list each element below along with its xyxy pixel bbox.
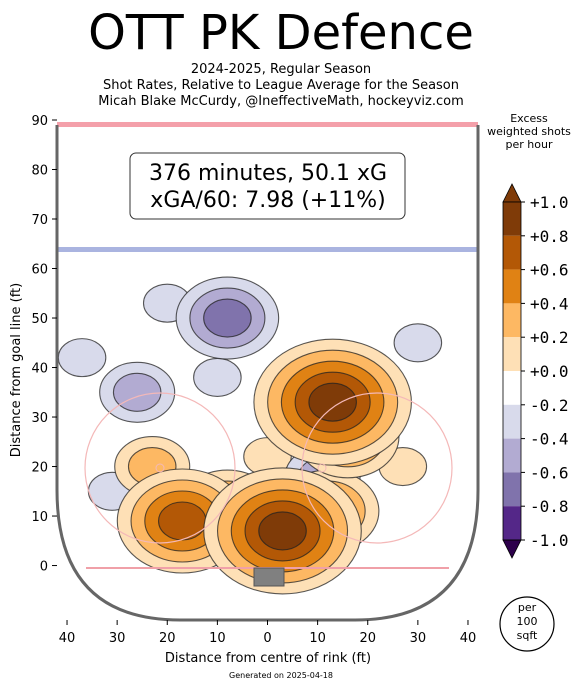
right-faceoff-circle	[301, 392, 453, 544]
unit-badge-line: per	[518, 601, 537, 614]
unit-badge-line: 100	[517, 615, 538, 628]
colorbar-label-line: weighted shots	[487, 125, 571, 138]
colorbar-segment	[503, 472, 521, 507]
unit-badge-line: sqft	[517, 629, 538, 642]
y-tick-label: 0	[40, 560, 48, 575]
y-tick-label: 20	[31, 461, 48, 476]
colorbar-tick-label: -0.6	[530, 463, 569, 482]
colorbar-segment	[503, 269, 521, 304]
colorbar-tick-label: -0.4	[530, 430, 569, 449]
colorbar-tick-label: -0.8	[530, 497, 569, 516]
y-tick-label: 10	[31, 510, 48, 525]
colorbar-tick-label: -1.0	[530, 531, 569, 550]
subtitle-author: Micah Blake McCurdy, @IneffectiveMath, h…	[98, 94, 464, 109]
colorbar-label: Excess weighted shots per hour	[474, 112, 581, 151]
center-red-line	[57, 122, 478, 127]
heatmap-contour	[203, 298, 252, 338]
y-tick-label: 70	[31, 213, 48, 228]
x-tick-label: 30	[410, 631, 427, 646]
colorbar-segment	[503, 235, 521, 270]
heatmap-contour	[258, 511, 307, 551]
colorbar-label-line: per hour	[505, 138, 553, 151]
x-tick-label: 10	[309, 631, 326, 646]
colorbar-tick-label: +0.4	[530, 294, 569, 313]
colorbar-tick-label: +0.0	[530, 362, 569, 381]
left-faceoff-circle	[84, 392, 236, 544]
left-faceoff-dot	[155, 463, 165, 473]
colorbar-segment	[503, 337, 521, 371]
unit-badge: per 100 sqft	[499, 596, 555, 652]
heatmap-contour	[393, 323, 443, 363]
x-tick-label: 20	[359, 631, 376, 646]
y-tick-label: 60	[31, 263, 48, 278]
colorbar-extend-bottom	[502, 539, 522, 559]
subtitle-description: Shot Rates, Relative to League Average f…	[102, 78, 460, 93]
x-tick-label: 0	[263, 631, 271, 646]
colorbar-segment	[503, 303, 521, 338]
colorbar-tick-label: +1.0	[530, 193, 569, 212]
colorbar-tick-label: -0.2	[530, 396, 569, 415]
colorbar-tick-label: +0.8	[530, 227, 569, 246]
colorbar-extend-top	[502, 183, 522, 203]
colorbar-label-line: Excess	[510, 112, 548, 125]
right-faceoff-dot	[317, 463, 327, 473]
heatmap-contour	[57, 338, 107, 378]
y-tick-label: 40	[31, 362, 48, 377]
heatmap-contour	[112, 372, 162, 412]
colorbar: +1.0 +0.8 +0.6 +0.4 +0.2 +0.0 -0.2 -0.4 -0.6 -0.8…	[502, 183, 569, 559]
x-tick-label: 40	[460, 631, 477, 646]
heatmap-contour	[157, 501, 207, 541]
colorbar-segment	[503, 371, 521, 405]
x-axis-label: Distance from centre of rink (ft)	[165, 651, 371, 666]
colorbar-tick-label: +0.6	[530, 261, 569, 280]
heatmap-layer	[57, 276, 443, 595]
heatmap-contour	[308, 382, 357, 422]
colorbar-tick-label: +0.2	[530, 328, 569, 347]
subtitle-season: 2024-2025, Regular Season	[190, 62, 372, 77]
x-tick-label: 40	[59, 631, 76, 646]
stats-line-1: 376 minutes, 50.1 xG	[149, 161, 387, 186]
colorbar-segment	[503, 506, 521, 540]
y-tick-label: 30	[31, 411, 48, 426]
stats-line-2: xGA/60: 7.98 (+11%)	[150, 188, 385, 213]
generated-date: Generated on 2025-04-18	[229, 671, 333, 680]
stats-box: 376 minutes, 50.1 xG xGA/60: 7.98 (+11%)	[129, 152, 406, 220]
y-tick-label: 50	[31, 312, 48, 327]
x-tick-label: 10	[209, 631, 226, 646]
axes: 40 30 20 10 0 10 20 30 40 0 10 20 30 40 50 60 70 80 90	[31, 114, 476, 646]
x-tick-label: 30	[109, 631, 126, 646]
x-tick-label: 20	[159, 631, 176, 646]
chart-title: OTT PK Defence	[88, 5, 474, 61]
colorbar-segment	[503, 404, 521, 439]
colorbar-segment	[503, 202, 521, 236]
colorbar-segment	[503, 438, 521, 473]
blue-line	[57, 247, 478, 252]
goal-net	[253, 567, 285, 587]
heatmap-contour	[193, 357, 242, 397]
y-tick-label: 90	[31, 114, 48, 129]
y-tick-label: 80	[31, 164, 48, 179]
y-axis-label: Distance from goal line (ft)	[9, 283, 24, 457]
